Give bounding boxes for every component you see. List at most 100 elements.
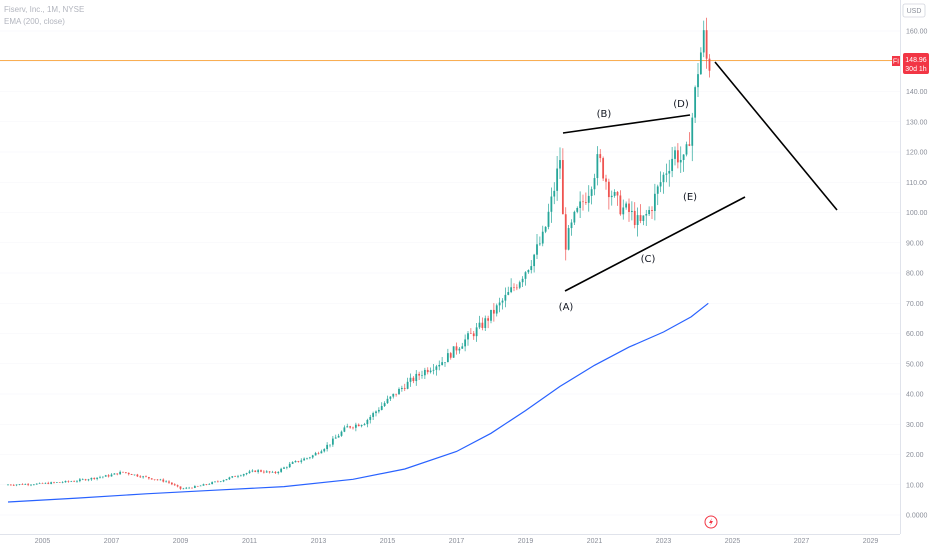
candle-body: [156, 479, 159, 481]
last-price-badge: [903, 53, 929, 74]
candle-body: [35, 483, 38, 485]
candle-body: [708, 58, 711, 71]
candle-body: [208, 484, 211, 485]
candle-body: [320, 451, 323, 454]
candle-body: [582, 201, 584, 203]
candle-body: [400, 387, 403, 389]
trend-drawings[interactable]: [562, 61, 838, 292]
candle-body: [185, 487, 188, 489]
candle-body: [599, 154, 602, 159]
candle-body: [380, 406, 383, 410]
candle-body: [248, 471, 251, 474]
currency-button[interactable]: [902, 3, 926, 18]
candle-body: [24, 484, 27, 485]
candle-body: [363, 424, 366, 426]
price-tick-label: 120.00: [906, 150, 928, 157]
price-tick-label: 60.00: [906, 331, 924, 338]
projection-line[interactable]: [714, 61, 838, 211]
candle-body: [99, 477, 101, 478]
candle-body: [285, 467, 288, 468]
candle-body: [366, 419, 369, 425]
candle-body: [50, 482, 53, 484]
candle-body: [584, 202, 587, 203]
candle-body: [21, 484, 24, 485]
candle-body: [403, 387, 406, 389]
time-tick-label: 2025: [725, 538, 741, 545]
candle-body: [168, 481, 170, 483]
candle-body: [492, 309, 495, 314]
candle-body: [579, 201, 582, 208]
candle-body: [262, 471, 265, 473]
candle-body: [607, 181, 610, 198]
candle-body: [329, 444, 331, 446]
candle-body: [481, 322, 484, 328]
candle-body: [395, 393, 398, 395]
candle-body: [616, 191, 619, 196]
chart-legend: Fiserv, Inc., 1M, NYSE EMA (200, close): [4, 4, 84, 28]
candle-body: [389, 396, 392, 399]
candle-body: [326, 444, 329, 450]
price-axis[interactable]: USD 160.00150.00140.00130.00120.00110.00…: [892, 0, 929, 534]
candle-body: [222, 480, 225, 482]
candle-body: [521, 278, 524, 283]
candle-body: [199, 485, 202, 487]
candle-body: [418, 373, 421, 376]
candle-body: [142, 476, 145, 478]
candle-body: [461, 346, 464, 349]
candle-body: [202, 484, 205, 486]
candle-body: [559, 160, 561, 169]
candle-body: [196, 486, 199, 487]
candle-body: [593, 178, 596, 190]
candle-body: [619, 195, 622, 215]
chart-grid: [0, 30, 900, 516]
candle-body: [119, 471, 122, 475]
candle-body: [346, 426, 349, 428]
time-axis[interactable]: 2005 2007 2009 2011 2013 2015 2017 2019 2021 2023…: [0, 534, 900, 546]
candle-body: [645, 214, 648, 216]
lower-trendline[interactable]: [564, 196, 746, 292]
candle-body: [340, 431, 343, 436]
candle-body: [541, 231, 544, 244]
candle-body: [90, 477, 93, 480]
candle-body: [170, 482, 173, 485]
candle-body: [527, 270, 530, 273]
candle-body: [406, 381, 409, 389]
candle-body: [455, 346, 458, 351]
candle-body: [139, 476, 142, 478]
lightning-icon[interactable]: [704, 515, 718, 529]
candle-body: [41, 483, 44, 484]
candle-body: [642, 215, 645, 221]
candle-body: [173, 484, 176, 486]
candle-body: [467, 333, 469, 340]
candle-body: [9, 484, 12, 486]
candle-body: [147, 477, 150, 479]
candle-body: [524, 272, 527, 279]
candle-body: [421, 375, 423, 376]
time-tick-label: 2021: [587, 538, 603, 545]
candle-body: [44, 482, 47, 484]
candle-body: [64, 480, 67, 483]
candle-body: [484, 318, 487, 328]
candle-body: [671, 158, 674, 171]
candle-body: [515, 287, 518, 289]
candle-body: [602, 158, 605, 179]
candle-body: [61, 482, 64, 483]
candle-body: [409, 377, 412, 382]
candle-body: [354, 424, 357, 428]
candle-body: [314, 453, 317, 456]
price-tick-label: 0.0000: [906, 513, 928, 520]
candle-body: [639, 215, 642, 221]
price-tick-label: 50.00: [906, 361, 924, 368]
candle-body: [308, 457, 311, 459]
candle-body: [323, 449, 326, 452]
upper-trendline[interactable]: [562, 114, 691, 134]
candle-body: [283, 467, 285, 469]
candle-body: [495, 305, 498, 314]
candle-body: [150, 478, 153, 480]
candle-body: [564, 214, 567, 250]
candle-body: [113, 473, 116, 475]
candle-body: [349, 426, 352, 428]
candle-body: [510, 287, 513, 293]
candle-body: [96, 477, 99, 479]
